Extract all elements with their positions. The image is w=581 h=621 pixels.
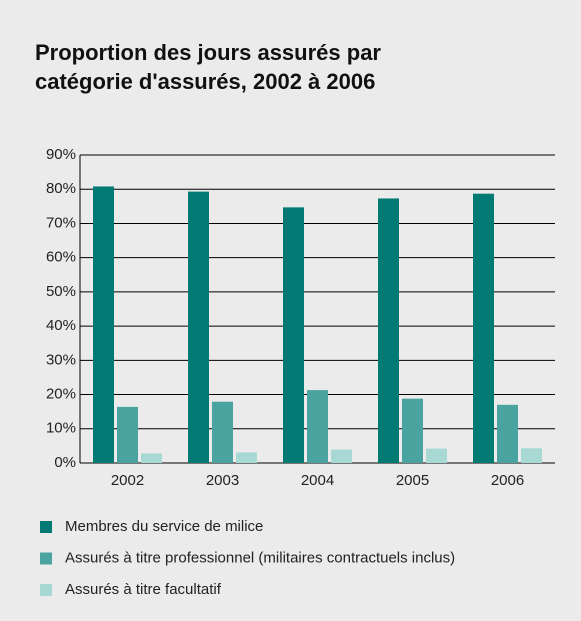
x-tick-label: 2003 — [206, 472, 239, 489]
y-tick-label: 60% — [46, 249, 76, 266]
bar — [331, 449, 352, 463]
bar — [236, 452, 257, 463]
bar — [402, 398, 423, 463]
y-tick-label: 20% — [46, 386, 76, 403]
x-tick-label: 2004 — [301, 472, 334, 489]
bar — [141, 453, 162, 463]
legend-swatch — [40, 521, 52, 533]
y-tick-label: 90% — [46, 146, 76, 163]
bar — [188, 191, 209, 463]
y-tick-label: 30% — [46, 351, 76, 368]
bar — [521, 448, 542, 463]
x-tick-label: 2002 — [111, 472, 144, 489]
bar — [497, 404, 518, 463]
legend-label: Assurés à titre professionnel (militaire… — [65, 549, 455, 566]
bar — [426, 448, 447, 463]
bar — [117, 406, 138, 463]
y-tick-label: 80% — [46, 180, 76, 197]
y-tick-label: 70% — [46, 214, 76, 231]
bar — [378, 198, 399, 463]
y-tick-label: 10% — [46, 420, 76, 437]
x-tick-label: 2005 — [396, 472, 429, 489]
chart-title: Proportion des jours assurés par catégor… — [35, 40, 381, 94]
legend-label: Membres du service de milice — [65, 518, 263, 535]
bar — [283, 207, 304, 463]
legend-swatch — [40, 584, 52, 596]
bar — [473, 193, 494, 463]
legend-swatch — [40, 552, 52, 565]
bar — [307, 390, 328, 463]
bar — [212, 401, 233, 463]
y-tick-label: 50% — [46, 283, 76, 300]
legend-label: Assurés à titre facultatif — [65, 581, 222, 598]
y-tick-label: 40% — [46, 317, 76, 334]
bar — [93, 186, 114, 464]
x-tick-label: 2006 — [491, 472, 524, 489]
y-tick-label: 0% — [54, 454, 76, 471]
